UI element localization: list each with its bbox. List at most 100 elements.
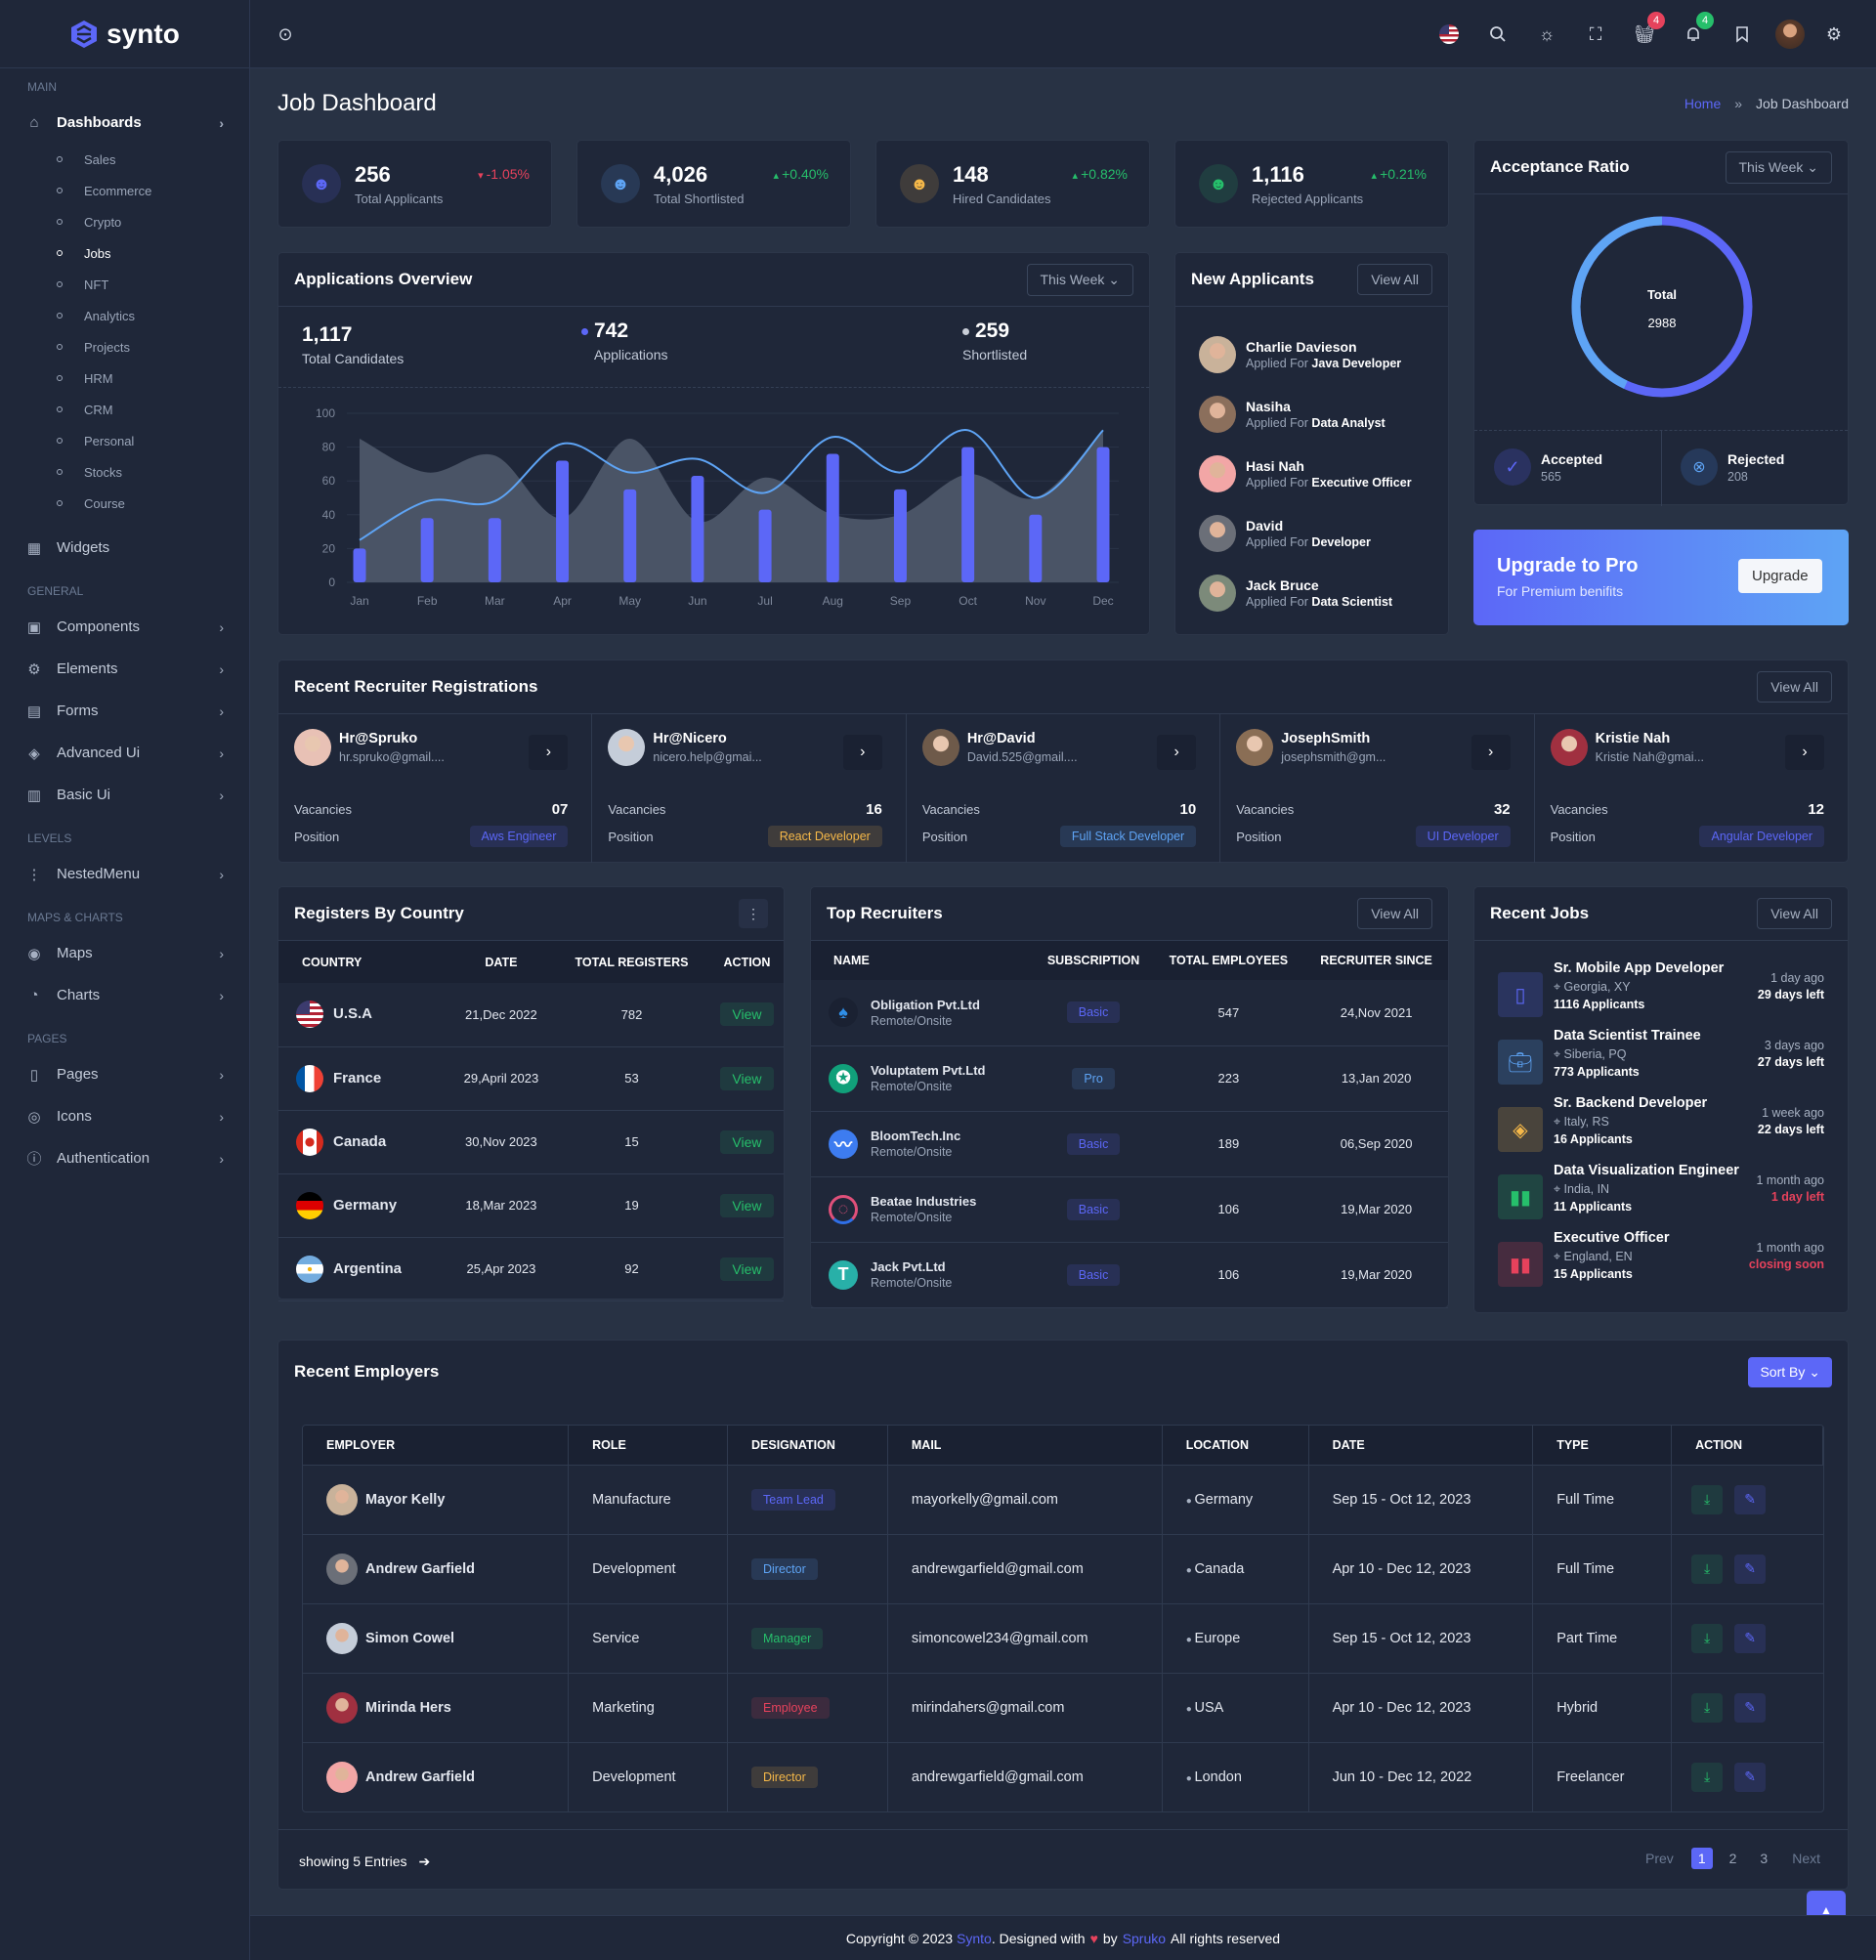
stat-label: Rejected Applicants <box>1252 191 1364 206</box>
next-page-button[interactable]: Next <box>1792 1851 1820 1866</box>
sidebar-subitem-sales[interactable]: Sales <box>0 144 249 175</box>
table-row: T Jack Pvt.Ltd Remote/Onsite Basic 106 19,Mar… <box>811 1242 1448 1307</box>
sidebar-subitem-crm[interactable]: CRM <box>0 394 249 425</box>
open-recruiter-button[interactable]: › <box>1157 735 1197 770</box>
edit-button[interactable]: ✎ <box>1734 1692 1767 1723</box>
period-filter-dropdown[interactable]: This Week ⌄ <box>1725 150 1832 184</box>
sidebar-subitem-stocks[interactable]: Stocks <box>0 456 249 488</box>
job-item[interactable]: ▮▮ Data Visualization Engineer ⌖ India, IN… <box>1498 1163 1824 1236</box>
sidebar-subitem-course[interactable]: Course <box>0 488 249 519</box>
open-recruiter-button[interactable]: › <box>1471 735 1511 770</box>
sidebar-item-dashboards[interactable]: ⌂ Dashboards › <box>0 102 249 144</box>
upgrade-button[interactable]: Upgrade <box>1738 559 1822 593</box>
download-button[interactable]: ⤓ <box>1691 1762 1724 1792</box>
footer-company-link[interactable]: Spruko <box>1122 1930 1167 1946</box>
user-avatar[interactable] <box>1774 19 1806 50</box>
page-button-2[interactable]: 2 <box>1728 1851 1737 1866</box>
recruiter-name: Kristie Nah <box>1595 731 1671 746</box>
avatar <box>1236 729 1274 766</box>
edit-button[interactable]: ✎ <box>1734 1484 1767 1514</box>
applicant-item[interactable]: Jack Bruce Applied For Data Scientist <box>1199 563 1448 622</box>
chevron-down-icon: ⌄ <box>1809 1363 1820 1380</box>
period-filter-dropdown[interactable]: This Week ⌄ <box>1026 263 1133 296</box>
sidebar-item-pages[interactable]: ▯ Pages › <box>0 1053 249 1095</box>
sidebar-subitem-nft[interactable]: NFT <box>0 269 249 300</box>
job-posted: 3 days ago <box>1764 1039 1824 1052</box>
sidebar-item-nestedmenu[interactable]: ⋮ NestedMenu › <box>0 853 249 895</box>
applicant-item[interactable]: Hasi Nah Applied For Executive Officer <box>1199 444 1448 503</box>
sidebar-item-maps[interactable]: ◉ Maps › <box>0 932 249 974</box>
sidebar-item-charts[interactable]: ◔ Charts › <box>0 974 249 1016</box>
download-button[interactable]: ⤓ <box>1691 1623 1724 1653</box>
job-item[interactable]: 💼︎ Data Scientist Trainee ⌖ Siberia, PQ 773… <box>1498 1028 1824 1101</box>
open-recruiter-button[interactable]: › <box>842 735 882 770</box>
cart-icon[interactable]: 🧺︎ 4 <box>1632 12 1665 47</box>
sidebar-item-basic-ui[interactable]: ▥ Basic Ui › <box>0 774 249 816</box>
arrow-right-icon[interactable]: ➔ <box>418 1853 431 1869</box>
theme-toggle-sun-icon[interactable]: ☼ <box>1538 23 1556 44</box>
footer: Copyright © 2023 Synto . Designed with ♥… <box>250 1915 1876 1960</box>
view-button[interactable]: View <box>720 1257 774 1281</box>
settings-gear-icon[interactable]: ⚙ <box>1825 23 1843 44</box>
open-recruiter-button[interactable]: › <box>529 735 569 770</box>
view-all-button[interactable]: View All <box>1357 898 1432 929</box>
view-all-button[interactable]: View All <box>1757 671 1832 703</box>
breadcrumb-home[interactable]: Home <box>1684 96 1722 111</box>
notifications-bell-icon[interactable]: 4 <box>1681 12 1714 47</box>
us-flag-language-icon[interactable] <box>1436 21 1462 47</box>
edit-button[interactable]: ✎ <box>1734 1554 1767 1584</box>
footer-brand-link[interactable]: Synto <box>957 1930 992 1946</box>
sidebar-item-icons[interactable]: ◎ Icons › <box>0 1095 249 1137</box>
search-icon[interactable] <box>1485 21 1511 47</box>
view-button[interactable]: View <box>720 1066 774 1090</box>
sidebar-item-advanced-ui[interactable]: ◈ Advanced Ui › <box>0 732 249 774</box>
download-button[interactable]: ⤓ <box>1691 1554 1724 1584</box>
sidebar-item-authentication[interactable]: ⓘ Authentication › <box>0 1137 249 1179</box>
download-button[interactable]: ⤓ <box>1691 1692 1724 1723</box>
recruiter-name-wrap: ✪ Voluptatem Pvt.Ltd Remote/Onsite <box>829 1063 1035 1093</box>
download-button[interactable]: ⤓ <box>1691 1484 1724 1514</box>
sidebar-subitem-hrm[interactable]: HRM <box>0 362 249 394</box>
t-logo-icon: T <box>829 1259 858 1290</box>
sidebar-item-widgets[interactable]: ▦ Widgets <box>0 527 249 569</box>
logo[interactable]: synto <box>0 0 249 68</box>
view-all-button[interactable]: View All <box>1357 264 1432 295</box>
bullet-icon <box>57 375 63 381</box>
edit-button[interactable]: ✎ <box>1734 1623 1767 1653</box>
footer-copyright: Copyright © 2023 <box>845 1930 954 1946</box>
sidebar-item-components[interactable]: ▣ Components › <box>0 606 249 648</box>
fullscreen-icon[interactable]: ⛶ <box>1589 23 1602 44</box>
page-button-1[interactable]: 1 <box>1690 1848 1713 1869</box>
more-options-icon[interactable]: ⋮ <box>739 899 768 928</box>
prev-page-button[interactable]: Prev <box>1645 1851 1674 1866</box>
bullet-icon <box>57 406 63 412</box>
sidebar-subitem-projects[interactable]: Projects <box>0 331 249 362</box>
job-item[interactable]: ◈ Sr. Backend Developer ⌖ Italy, RS 16 Appl… <box>1498 1095 1824 1169</box>
applicant-item[interactable]: Nasiha Applied For Data Analyst <box>1199 384 1448 444</box>
sidebar-subitem-personal[interactable]: Personal <box>0 425 249 456</box>
job-item[interactable]: ▯ Sr. Mobile App Developer ⌖ Georgia, XY 11… <box>1498 960 1824 1034</box>
applicant-item[interactable]: Charlie Davieson Applied For Java Develop… <box>1199 324 1448 384</box>
view-button[interactable]: View <box>720 1129 774 1154</box>
bullet-icon <box>57 469 63 475</box>
sort-by-dropdown[interactable]: Sort By ⌄ <box>1748 1356 1832 1387</box>
job-item[interactable]: ▮▮ Executive Officer ⌖ England, EN 15 Appli… <box>1498 1230 1824 1303</box>
sidebar-item-forms[interactable]: ▤ Forms › <box>0 690 249 732</box>
open-recruiter-button[interactable]: › <box>1785 735 1825 770</box>
bullet-icon <box>57 281 63 287</box>
stat-card: ☻ 1,116 Rejected Applicants ▴ +0.21% <box>1174 140 1449 228</box>
sidebar-subitem-crypto[interactable]: Crypto <box>0 206 249 237</box>
view-all-button[interactable]: View All <box>1757 898 1832 929</box>
view-button[interactable]: View <box>720 1193 774 1217</box>
applicant-item[interactable]: David Applied For Developer <box>1199 503 1448 563</box>
sidebar-subitem-jobs[interactable]: Jobs <box>0 237 249 269</box>
page-button-3[interactable]: 3 <box>1760 1851 1769 1866</box>
view-button[interactable]: View <box>720 1002 774 1027</box>
type-cell: Full Time <box>1532 1465 1673 1534</box>
sidebar-item-elements[interactable]: ⚙ Elements › <box>0 648 249 690</box>
sidebar-subitem-ecommerce[interactable]: Ecommerce <box>0 175 249 206</box>
sidebar-subitem-analytics[interactable]: Analytics <box>0 300 249 331</box>
sidebar-toggle-icon[interactable]: ⊙ <box>277 23 293 44</box>
bookmark-icon[interactable] <box>1729 21 1755 47</box>
edit-button[interactable]: ✎ <box>1734 1762 1767 1792</box>
